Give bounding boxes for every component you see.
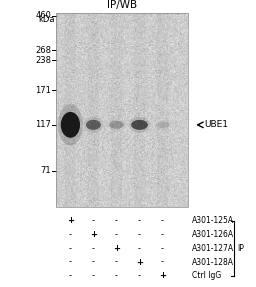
Text: 460: 460: [35, 11, 51, 20]
Text: -: -: [92, 216, 95, 225]
Text: -: -: [92, 257, 95, 267]
Ellipse shape: [109, 121, 124, 129]
Ellipse shape: [58, 104, 83, 146]
Text: -: -: [115, 216, 118, 225]
Text: -: -: [161, 230, 164, 239]
Text: -: -: [115, 271, 118, 280]
Ellipse shape: [61, 112, 80, 138]
Text: +: +: [136, 257, 143, 267]
Text: -: -: [138, 271, 141, 280]
Text: UBE1: UBE1: [204, 120, 228, 129]
Text: +: +: [159, 271, 166, 280]
Text: -: -: [115, 230, 118, 239]
Text: Ctrl IgG: Ctrl IgG: [192, 271, 221, 280]
Text: IP: IP: [237, 244, 244, 253]
Text: -: -: [138, 230, 141, 239]
Text: -: -: [161, 216, 164, 225]
Text: 71: 71: [41, 166, 51, 175]
Text: -: -: [138, 216, 141, 225]
Ellipse shape: [131, 120, 148, 130]
Text: A301-126A: A301-126A: [192, 230, 234, 239]
Bar: [56, 13, 188, 207]
Text: +: +: [90, 230, 97, 239]
Text: +: +: [67, 216, 74, 225]
Text: -: -: [69, 257, 72, 267]
Text: -: -: [69, 271, 72, 280]
Text: A301-125A: A301-125A: [192, 216, 234, 225]
Text: -: -: [69, 244, 72, 253]
Text: -: -: [92, 271, 95, 280]
Text: -: -: [161, 257, 164, 267]
Text: 171: 171: [35, 86, 51, 95]
Text: -: -: [138, 244, 141, 253]
Ellipse shape: [84, 117, 103, 133]
Ellipse shape: [86, 120, 101, 130]
Text: A301-128A: A301-128A: [192, 257, 234, 267]
Text: +: +: [113, 244, 120, 253]
Ellipse shape: [129, 117, 150, 133]
Text: -: -: [161, 244, 164, 253]
Text: kDa: kDa: [38, 15, 55, 24]
Text: 268: 268: [35, 46, 51, 55]
Text: 238: 238: [35, 56, 51, 65]
Text: -: -: [69, 230, 72, 239]
Ellipse shape: [155, 122, 169, 128]
Text: 117: 117: [35, 120, 51, 129]
Text: -: -: [115, 257, 118, 267]
Text: IP/WB: IP/WB: [107, 0, 137, 9]
Text: -: -: [92, 244, 95, 253]
Text: A301-127A: A301-127A: [192, 244, 234, 253]
